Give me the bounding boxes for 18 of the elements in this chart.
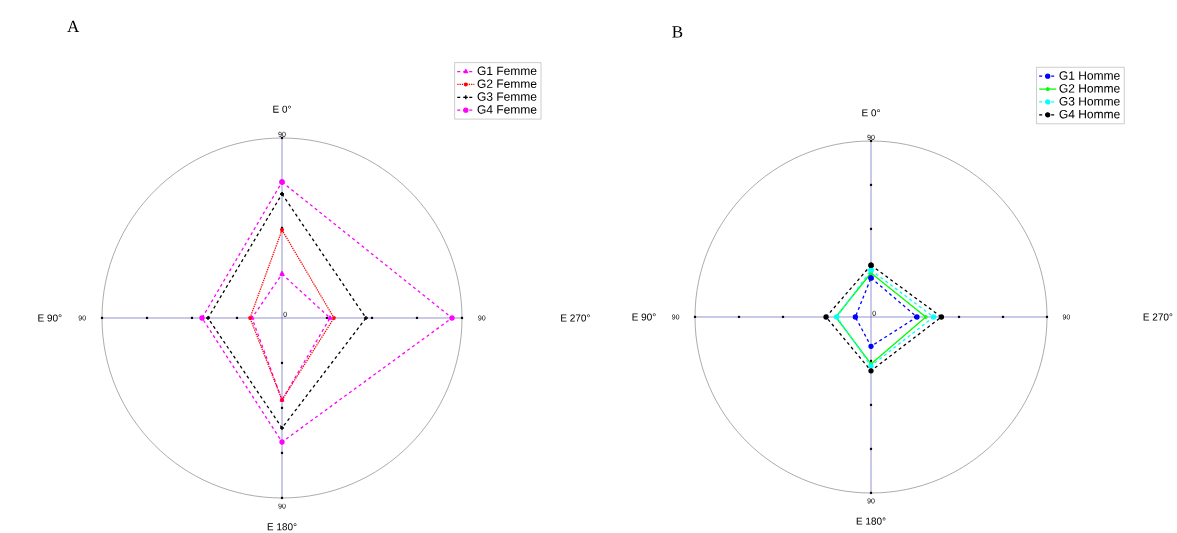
spoke-label: E 0°: [273, 105, 291, 113]
legend-label: G4 Homme: [1059, 109, 1120, 119]
legend-label: G2 Homme: [1059, 84, 1120, 93]
spoke-label: E 90°: [38, 314, 62, 322]
legend-label: G3 Femme: [477, 92, 537, 101]
chart-title: A: [67, 20, 80, 33]
spoke-label: E 180°: [267, 523, 297, 531]
spoke-label: E 0°: [862, 109, 880, 117]
legend-label: G3 Homme: [1059, 97, 1120, 106]
legend-label: G2 Femme: [477, 79, 537, 88]
spoke-label: E 180°: [856, 517, 886, 525]
legend-label: G1 Homme: [1059, 71, 1120, 80]
spoke-label: E 90°: [632, 313, 656, 321]
legend-label: G1 Femme: [477, 66, 537, 76]
legend-label: G4 Femme: [477, 105, 537, 114]
spoke-label: E 270°: [1143, 313, 1173, 321]
chart-title: B: [672, 26, 683, 38]
spoke-label: E 270°: [561, 314, 590, 322]
